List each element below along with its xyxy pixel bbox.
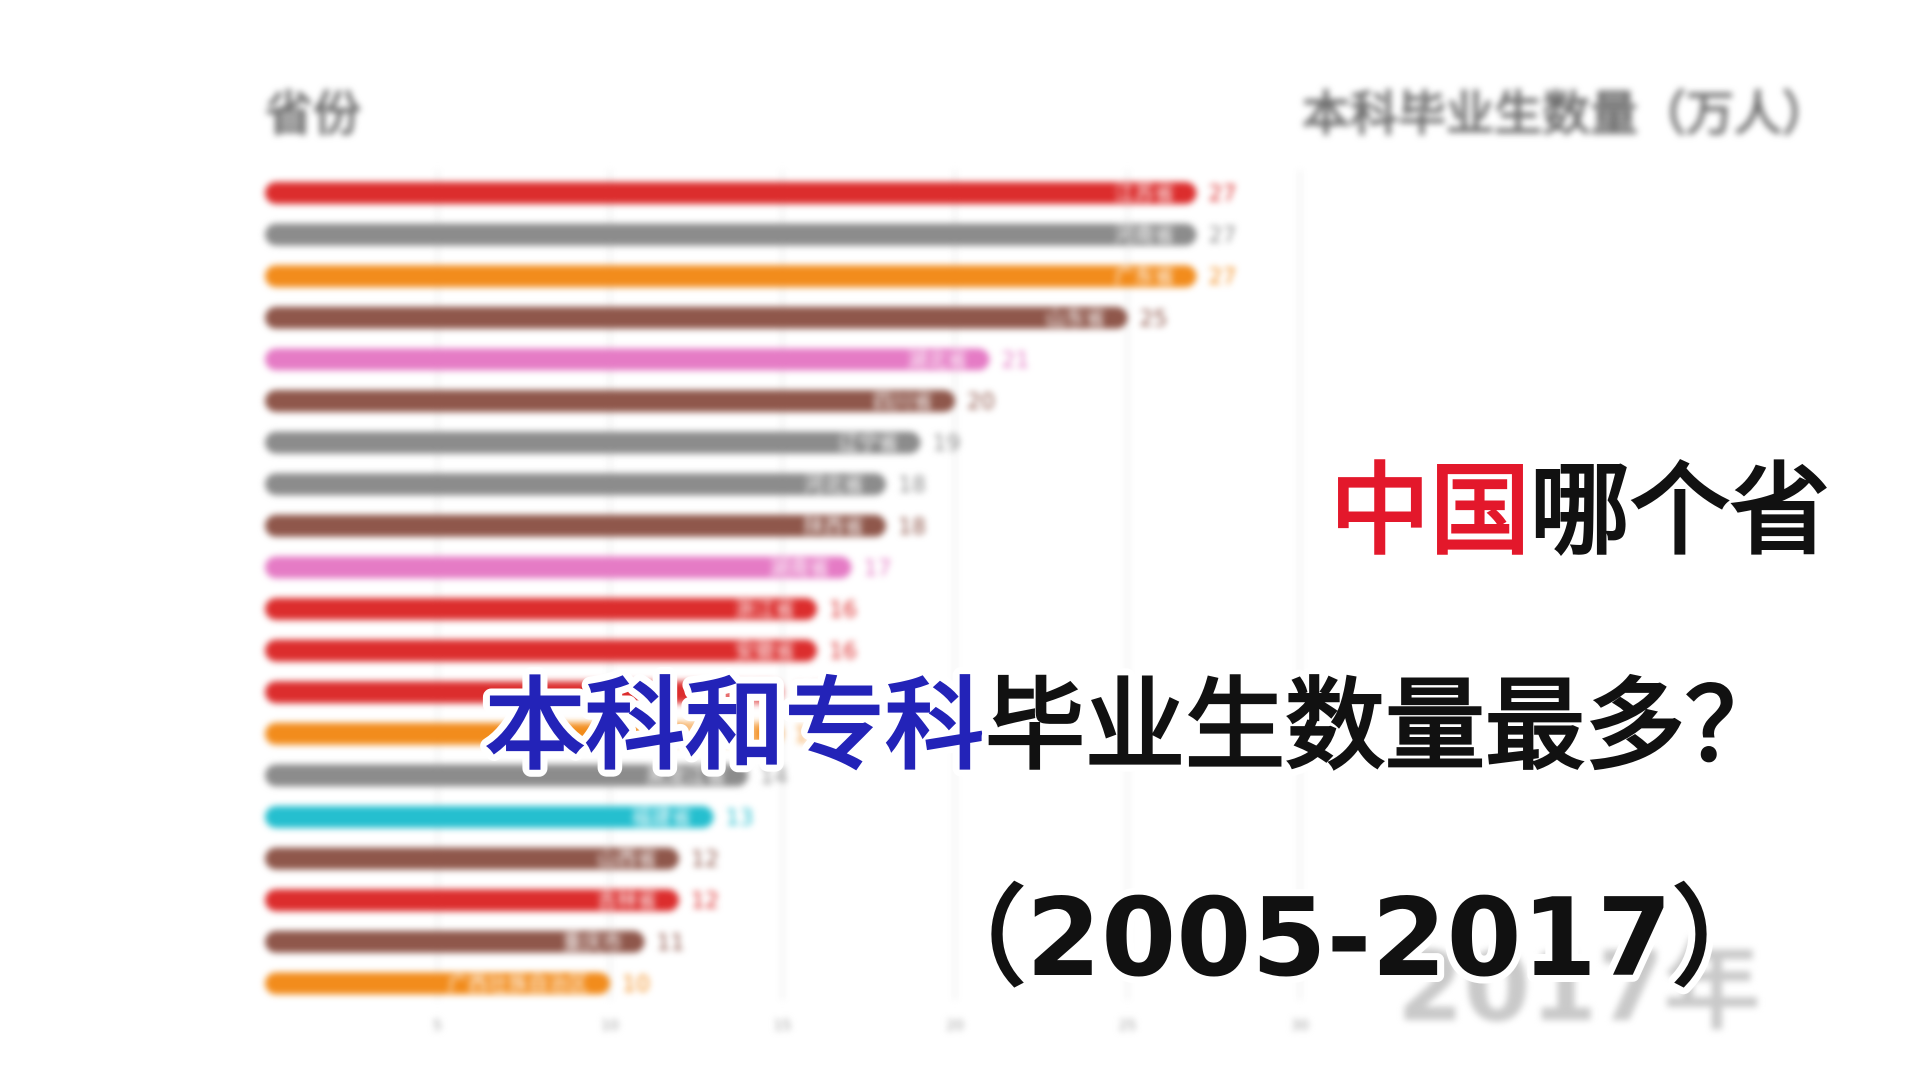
- bar: [265, 598, 817, 620]
- bar-category-label: 四川省: [873, 389, 933, 413]
- bar: [265, 930, 645, 953]
- bar-category-label: 河南省: [1115, 223, 1175, 247]
- bar: [265, 889, 679, 912]
- bar-value-label: 21: [1002, 348, 1030, 373]
- bar-category-label: 广西壮族自治区: [448, 971, 588, 995]
- bar: [265, 182, 1197, 204]
- bar: [265, 223, 1197, 246]
- bar-category-label: 黑龙江省: [646, 763, 726, 787]
- bar: [265, 556, 852, 579]
- bar-value-label: 27: [1209, 265, 1237, 290]
- bars: 江苏省 27 河南省 27 广东省 27 山东省 25 湖北省 21 四川省 20 辽宁省 19 河北省 18…: [265, 181, 1237, 997]
- bar: [265, 639, 817, 662]
- bar-value-label: 15: [795, 723, 823, 748]
- bar-value-label: 18: [898, 515, 926, 540]
- bar-category-label: 山西省: [597, 847, 657, 871]
- bar-category-label: 湖南省: [770, 555, 830, 579]
- grid-lines: [436, 170, 1301, 1000]
- x-tick-label: 20: [946, 1018, 964, 1034]
- bar-value-label: 15: [795, 681, 823, 706]
- bar: [265, 390, 955, 412]
- bar-category-label: 安徽省: [735, 639, 795, 663]
- bar: [265, 681, 783, 704]
- x-axis-ticks: 5 10 15 20 25 30: [433, 1018, 1309, 1034]
- x-tick-label: 10: [601, 1018, 619, 1034]
- bar: [265, 806, 714, 828]
- bar-value-label: 17: [864, 556, 892, 581]
- bar-value-label: 14: [760, 764, 788, 789]
- bar-category-label: 河北省: [804, 472, 864, 496]
- value-axis-label: 本科毕业生数量（万人）: [1302, 86, 1830, 142]
- bar-value-label: 16: [829, 640, 857, 665]
- bar-category-label: 重庆市: [563, 930, 623, 954]
- bar-category-label: 广西壮族自治区: [621, 722, 761, 746]
- bar-category-label: 江西省: [701, 680, 761, 704]
- bar-value-label: 27: [1209, 224, 1237, 249]
- bar-value-label: 18: [898, 473, 926, 498]
- bar-category-label: 广东省: [1115, 264, 1175, 288]
- bar: [265, 847, 679, 870]
- bar: [265, 348, 990, 371]
- bar-value-label: 13: [726, 806, 754, 831]
- bar-value-label: 12: [691, 848, 719, 873]
- bar-value-label: 27: [1209, 182, 1237, 207]
- bar-value-label: 10: [622, 972, 650, 997]
- bar-value-label: 12: [691, 889, 719, 914]
- bar-value-label: 20: [967, 390, 995, 415]
- year-watermark: 2017年: [1397, 931, 1760, 1043]
- x-tick-label: 30: [1291, 1018, 1309, 1034]
- bar: [265, 431, 921, 454]
- bar-category-label: 吉林省: [597, 888, 657, 912]
- x-tick-label: 15: [774, 1018, 792, 1034]
- bar-category-label: 陕西省: [804, 514, 864, 538]
- bar: [265, 306, 1128, 329]
- x-tick-label: 5: [433, 1018, 442, 1034]
- bar-value-label: 19: [933, 432, 961, 457]
- bar-value-label: 16: [829, 598, 857, 623]
- bar-value-label: 11: [657, 931, 685, 956]
- bar-category-label: 山东省: [1046, 306, 1106, 330]
- bar: [265, 514, 886, 537]
- bar: [265, 473, 886, 496]
- bar: [265, 265, 1197, 288]
- bar: [265, 972, 610, 995]
- bar-category-label: 江苏省: [1115, 181, 1175, 205]
- bar-value-label: 25: [1140, 307, 1168, 332]
- bar-category-label: 湖北省: [908, 347, 968, 371]
- category-axis-label: 省份: [265, 86, 361, 142]
- bar: [265, 764, 748, 787]
- bar-category-label: 浙江省: [735, 597, 795, 621]
- bar-category-label: 福建省: [632, 805, 692, 829]
- x-tick-label: 25: [1119, 1018, 1137, 1034]
- bar: [265, 722, 783, 745]
- bar-category-label: 辽宁省: [839, 431, 899, 455]
